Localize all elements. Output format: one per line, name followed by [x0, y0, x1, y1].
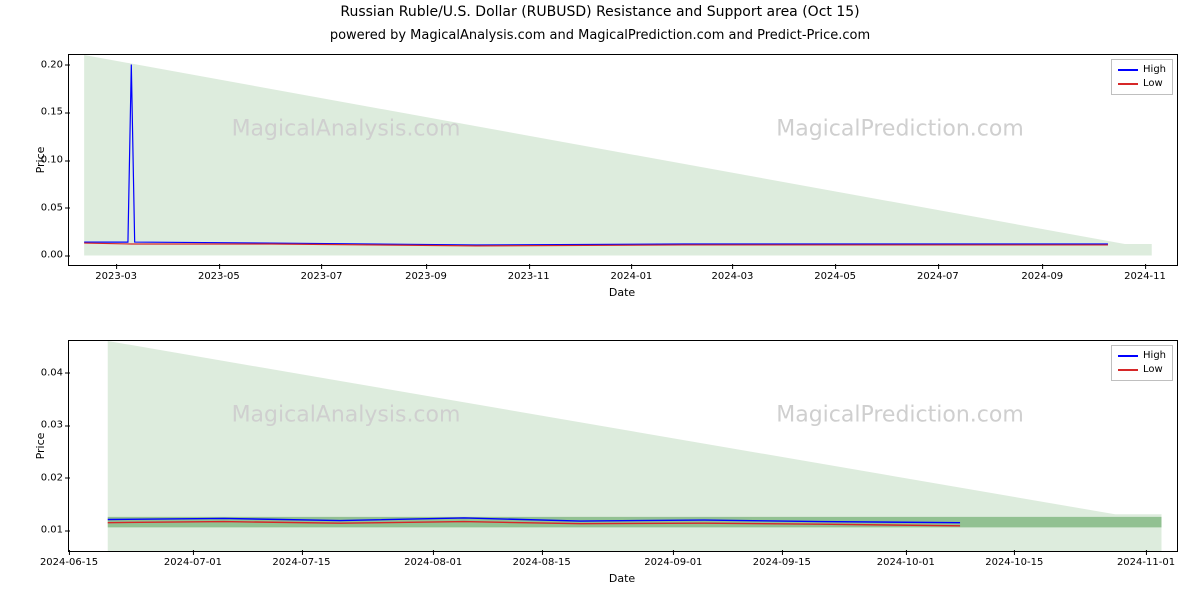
x-tick-label: 2024-03 [712, 265, 754, 282]
legend: High Low [1111, 345, 1173, 381]
x-tick-label: 2024-11-01 [1117, 551, 1175, 568]
x-axis-label: Date [609, 572, 635, 585]
y-tick-label: 0.01 [41, 525, 69, 536]
x-tick-label: 2024-10-01 [877, 551, 935, 568]
legend-label-high: High [1143, 349, 1166, 363]
x-tick-label: 2024-10-15 [985, 551, 1043, 568]
x-tick-label: 2024-05 [814, 265, 856, 282]
x-tick-label: 2024-09-15 [753, 551, 811, 568]
x-tick-label: 2024-07-15 [272, 551, 330, 568]
x-tick-label: 2023-11 [508, 265, 550, 282]
x-tick-label: 2024-08-15 [513, 551, 571, 568]
legend-swatch-high [1118, 355, 1138, 357]
y-tick-label: 0.04 [41, 367, 69, 378]
figure: Russian Ruble/U.S. Dollar (RUBUSD) Resis… [0, 0, 1200, 600]
legend-label-high: High [1143, 63, 1166, 77]
y-tick-label: 0.00 [41, 250, 69, 261]
legend-label-low: Low [1143, 77, 1163, 91]
x-tick-label: 2024-01 [611, 265, 653, 282]
y-tick-label: 0.02 [41, 472, 69, 483]
figure-subtitle: powered by MagicalAnalysis.com and Magic… [0, 28, 1200, 43]
x-tick-label: 2023-03 [95, 265, 137, 282]
y-axis-label: Price [34, 433, 47, 460]
figure-title: Russian Ruble/U.S. Dollar (RUBUSD) Resis… [0, 4, 1200, 20]
chart-plot-top [69, 55, 1177, 265]
legend-swatch-high [1118, 69, 1138, 71]
legend-label-low: Low [1143, 363, 1163, 377]
legend-item-high: High [1118, 63, 1166, 77]
x-tick-label: 2024-09 [1021, 265, 1063, 282]
legend-item-low: Low [1118, 363, 1166, 377]
x-tick-label: 2023-09 [405, 265, 447, 282]
chart-plot-bottom [69, 341, 1177, 551]
legend: High Low [1111, 59, 1173, 95]
x-tick-label: 2024-09-01 [644, 551, 702, 568]
legend-swatch-low [1118, 83, 1138, 85]
x-tick-label: 2024-06-15 [40, 551, 98, 568]
x-axis-label: Date [609, 286, 635, 299]
x-tick-label: 2024-08-01 [404, 551, 462, 568]
y-tick-label: 0.05 [41, 202, 69, 213]
y-tick-label: 0.03 [41, 420, 69, 431]
legend-item-low: Low [1118, 77, 1166, 91]
x-tick-label: 2023-05 [198, 265, 240, 282]
chart-panel-top: Price High Low 0.000.050.100.150.202023-… [68, 54, 1178, 266]
y-tick-label: 0.15 [41, 107, 69, 118]
x-tick-label: 2023-07 [301, 265, 343, 282]
legend-swatch-low [1118, 369, 1138, 371]
x-tick-label: 2024-07 [917, 265, 959, 282]
x-tick-label: 2024-07-01 [164, 551, 222, 568]
chart-panel-bottom: Price High Low 0.010.020.030.042024-06-1… [68, 340, 1178, 552]
y-tick-label: 0.20 [41, 59, 69, 70]
y-tick-label: 0.10 [41, 155, 69, 166]
legend-item-high: High [1118, 349, 1166, 363]
x-tick-label: 2024-11 [1124, 265, 1166, 282]
